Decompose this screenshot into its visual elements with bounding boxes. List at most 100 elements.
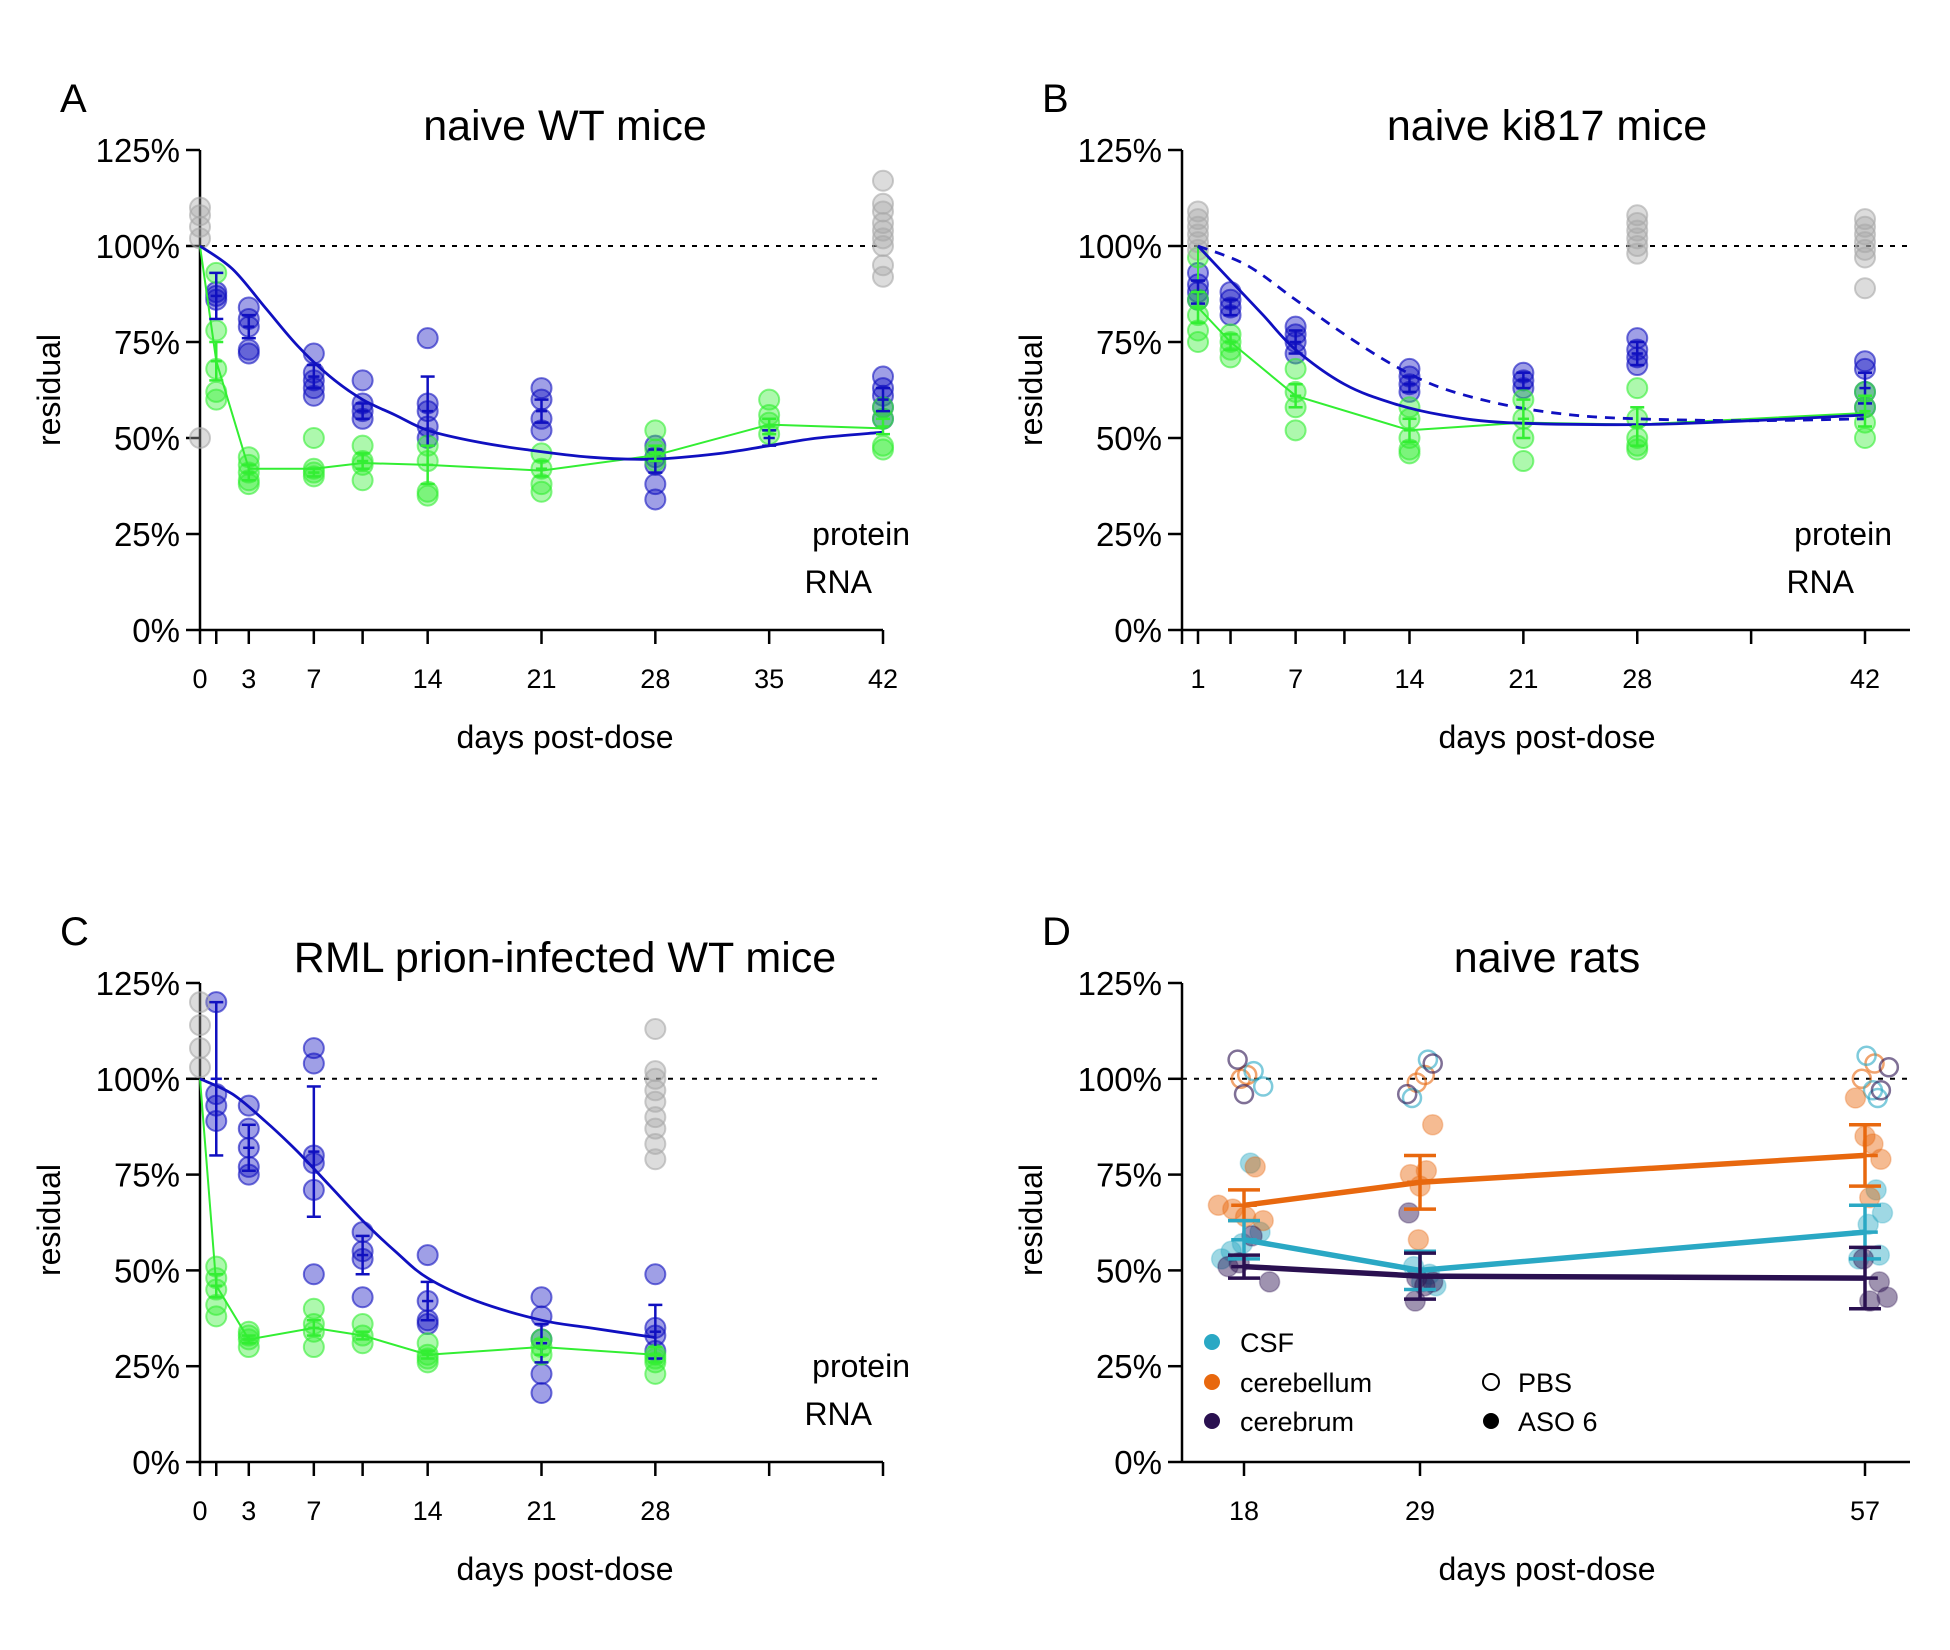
csf-mean-line <box>1243 1229 1866 1274</box>
x-tick-label: 14 <box>413 664 443 694</box>
axes: 0% 25% 50% 75% 100% 125% 0 3 7 14 21 28 <box>96 965 885 1526</box>
protein-point <box>302 1263 325 1286</box>
panel-title: naive rats <box>1454 934 1640 982</box>
rna-point <box>302 1336 325 1359</box>
protein-point <box>302 1037 325 1060</box>
legend-rna: RNA <box>804 564 872 600</box>
cerebrum-aso-point <box>1876 1286 1898 1308</box>
x-tick-label: 28 <box>640 664 670 694</box>
plot-area <box>189 169 894 511</box>
x-tick-label: 42 <box>1850 664 1880 694</box>
plot-area <box>1182 200 1910 473</box>
rna-point <box>1398 442 1421 465</box>
rna-point <box>530 480 553 503</box>
pbs-point <box>1854 277 1876 300</box>
legend-cerebrum: cerebrum <box>1240 1407 1354 1437</box>
protein-point <box>351 369 374 392</box>
rna-error-bar <box>1516 398 1531 440</box>
protein-point <box>302 1052 325 1075</box>
panel-a: A naive WT mice days post-dose residual … <box>31 77 910 755</box>
protein-point <box>237 342 260 365</box>
rna-point <box>351 469 374 492</box>
rna-error-bar <box>241 463 256 482</box>
rna-point <box>1854 427 1876 449</box>
x-tick-label: 14 <box>1394 664 1424 694</box>
csf-pbs-point <box>1252 1076 1274 1097</box>
pbs-point <box>644 1132 667 1155</box>
pbs-point <box>644 1148 667 1171</box>
pbs-point <box>1854 246 1876 269</box>
pbs-point <box>872 211 894 234</box>
panel-c: C RML prion-infected WT mice days post-d… <box>31 910 910 1587</box>
pbs-point <box>1854 208 1876 231</box>
csf-aso-point <box>1857 1213 1879 1236</box>
pbs-point <box>189 1056 211 1079</box>
cerebellum-aso-point <box>1407 1228 1430 1251</box>
protein-error-bar <box>420 1280 435 1322</box>
rna-error-bar <box>1402 417 1417 444</box>
protein-error-bar <box>241 1123 256 1173</box>
plot-area <box>189 991 883 1405</box>
protein-error-bar <box>876 386 890 413</box>
protein-error-bar <box>306 363 321 390</box>
rna-error-bar <box>1630 406 1645 447</box>
legend-csf-marker <box>1204 1334 1220 1350</box>
y-axis-label: residual <box>1013 334 1049 446</box>
y-tick-label: 75% <box>1096 1157 1162 1194</box>
pbs-point <box>644 1106 667 1129</box>
rna-error-bar <box>355 452 370 470</box>
y-tick-label: 0% <box>1114 612 1162 649</box>
rna-error-bar <box>355 1330 370 1341</box>
rna-point <box>302 1297 325 1320</box>
x-tick-label: 42 <box>868 664 898 694</box>
y-axis-label: residual <box>1013 1164 1049 1276</box>
cerebrum-pbs-point <box>1878 1057 1900 1078</box>
cerebellum-aso-point <box>1421 1114 1444 1136</box>
panel-title: naive WT mice <box>423 102 707 150</box>
pbs-point <box>872 227 894 250</box>
protein-point <box>644 488 667 511</box>
axes: 0% 25% 50% 75% 100% 125% 0 3 7 14 21 28 35 42 <box>96 132 898 694</box>
cerebrum-pbs-point <box>1227 1049 1248 1070</box>
protein-point <box>416 1244 439 1267</box>
pbs-point <box>1187 215 1209 238</box>
y-tick-label: 50% <box>114 420 180 457</box>
y-tick-label: 100% <box>1078 1061 1162 1098</box>
rna-mean-line <box>199 1078 656 1356</box>
pbs-point <box>1187 200 1209 223</box>
legend-protein: protein <box>812 1348 910 1384</box>
rna-error-bar <box>762 417 777 436</box>
cerebellum-aso-point <box>1844 1087 1867 1109</box>
y-tick-label: 75% <box>1096 324 1162 361</box>
rna-error-bar <box>1288 382 1303 409</box>
x-tick-label: 21 <box>1508 664 1538 694</box>
rna-error-bar <box>534 1338 549 1356</box>
csf-aso-point <box>1239 1152 1262 1174</box>
cerebrum-error-bar <box>1404 1251 1436 1301</box>
axes: 0% 25% 50% 75% 100% 125% 1 7 14 21 28 42 <box>1078 132 1910 694</box>
x-axis-label: days post-dose <box>1438 1551 1655 1587</box>
rna-point <box>205 1305 228 1328</box>
pbs-point <box>644 1017 667 1040</box>
pbs-point <box>1626 235 1649 257</box>
x-tick-label: 28 <box>640 1496 670 1526</box>
pbs-point <box>189 1014 211 1037</box>
cerebellum-mean-line <box>1243 1152 1866 1209</box>
protein-error-bar <box>306 1085 321 1219</box>
protein-point <box>644 473 667 496</box>
rna-error-bar <box>306 467 321 478</box>
rna-point <box>205 319 228 342</box>
rna-error-bar <box>876 417 890 436</box>
pbs-point <box>189 991 211 1014</box>
cerebellum-error-bar <box>1404 1153 1436 1211</box>
legend-cerebrum-marker <box>1204 1413 1220 1429</box>
cerebrum-mean-line <box>1243 1263 1866 1281</box>
x-axis-label: days post-dose <box>456 1551 673 1587</box>
cerebrum-aso-point <box>1258 1271 1281 1293</box>
legend-aso: ASO 6 <box>1518 1407 1598 1437</box>
protein-error-bar <box>534 398 549 424</box>
protein-error-bar <box>355 1234 370 1276</box>
cerebrum-pbs-point <box>1233 1083 1255 1105</box>
panel-d: D naive rats days post-dose residual CSF… <box>1013 910 1910 1587</box>
cerebrum-pbs-point <box>1396 1083 1418 1105</box>
